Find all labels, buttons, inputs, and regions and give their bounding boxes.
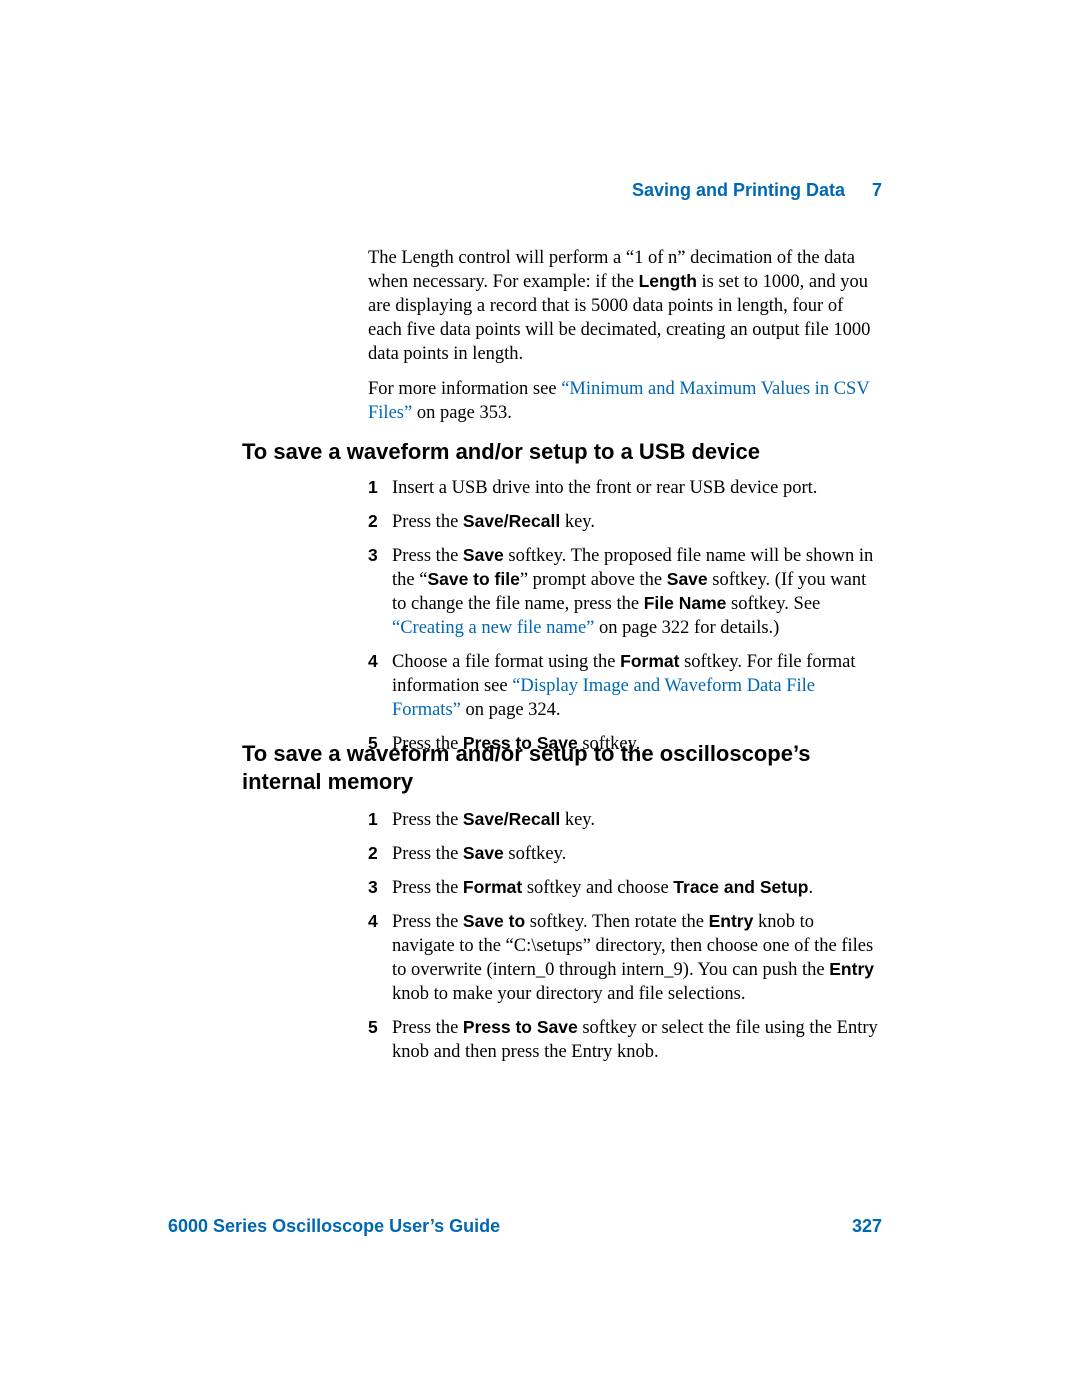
text-run: Press the xyxy=(392,810,463,830)
bold-term: Save/Recall xyxy=(463,511,560,531)
text-run: Press the xyxy=(392,546,463,566)
text-run: knob to make your directory and file sel… xyxy=(392,984,745,1004)
bold-term: Save xyxy=(667,569,708,589)
bold-term: Save to file xyxy=(427,569,519,589)
list-item: 3 Press the Save softkey. The proposed f… xyxy=(368,544,878,640)
footer-page-number: 327 xyxy=(852,1216,882,1237)
header-title: Saving and Printing Data xyxy=(632,180,845,200)
bold-term: Format xyxy=(620,651,679,671)
text-run: Choose a file format using the xyxy=(392,652,620,672)
text-run: key. xyxy=(560,810,595,830)
procedure-list-internal: 1 Press the Save/Recall key. 2 Press the… xyxy=(368,808,878,1074)
list-item: 5 Press the Press to Save softkey or sel… xyxy=(368,1016,878,1064)
text-run: on page 322 for details.) xyxy=(594,618,779,638)
page-footer: 6000 Series Oscilloscope User’s Guide 32… xyxy=(168,1216,882,1237)
text-run: . xyxy=(808,878,813,898)
step-number: 2 xyxy=(368,510,378,533)
cross-reference-link[interactable]: “Creating a new file name” xyxy=(392,618,594,638)
list-item: 2 Press the Save/Recall key. xyxy=(368,510,878,534)
list-item: 4 Press the Save to softkey. Then rotate… xyxy=(368,910,878,1006)
text-run: softkey and choose xyxy=(522,878,673,898)
bold-term: Length xyxy=(639,271,697,291)
text-run: on page 353. xyxy=(412,403,512,423)
bold-term: Entry xyxy=(829,959,874,979)
chapter-number: 7 xyxy=(872,180,882,200)
text-run: softkey. xyxy=(504,844,567,864)
text-run: Press the xyxy=(392,844,463,864)
list-item: 3 Press the Format softkey and choose Tr… xyxy=(368,876,878,900)
section-heading-usb: To save a waveform and/or setup to a USB… xyxy=(242,438,882,466)
list-item: 1 Insert a USB drive into the front or r… xyxy=(368,476,878,500)
list-item: 1 Press the Save/Recall key. xyxy=(368,808,878,832)
intro-paragraph-2: For more information see “Minimum and Ma… xyxy=(368,377,878,425)
section-heading-internal: To save a waveform and/or setup to the o… xyxy=(242,740,882,795)
text-run: For more information see xyxy=(368,379,561,399)
bold-term: Entry xyxy=(709,911,754,931)
bold-term: File Name xyxy=(644,593,727,613)
text-run: softkey. See xyxy=(726,594,820,614)
bold-term: Save xyxy=(463,545,504,565)
step-number: 3 xyxy=(368,876,378,899)
text-run: Insert a USB drive into the front or rea… xyxy=(392,478,817,498)
bold-term: Save xyxy=(463,843,504,863)
text-run: Press the xyxy=(392,912,463,932)
step-number: 1 xyxy=(368,808,378,831)
bold-term: Save to xyxy=(463,911,525,931)
footer-guide-title: 6000 Series Oscilloscope User’s Guide xyxy=(168,1216,500,1236)
step-number: 4 xyxy=(368,910,378,933)
text-run: ” prompt above the xyxy=(520,570,667,590)
text-run: softkey. Then rotate the xyxy=(525,912,708,932)
intro-paragraph-1: The Length control will perform a “1 of … xyxy=(368,246,878,366)
text-run: Press the xyxy=(392,1018,463,1038)
text-run: key. xyxy=(560,512,595,532)
step-number: 5 xyxy=(368,1016,378,1039)
text-run: on page 324. xyxy=(461,700,561,720)
step-number: 4 xyxy=(368,650,378,673)
step-number: 2 xyxy=(368,842,378,865)
procedure-list-usb: 1 Insert a USB drive into the front or r… xyxy=(368,476,878,766)
text-run: Press the xyxy=(392,878,463,898)
step-number: 1 xyxy=(368,476,378,499)
page-header: Saving and Printing Data 7 xyxy=(632,180,882,201)
list-item: 4 Choose a file format using the Format … xyxy=(368,650,878,722)
bold-term: Trace and Setup xyxy=(673,877,808,897)
bold-term: Press to Save xyxy=(463,1017,578,1037)
list-item: 2 Press the Save softkey. xyxy=(368,842,878,866)
bold-term: Format xyxy=(463,877,522,897)
step-number: 3 xyxy=(368,544,378,567)
bold-term: Save/Recall xyxy=(463,809,560,829)
text-run: Press the xyxy=(392,512,463,532)
